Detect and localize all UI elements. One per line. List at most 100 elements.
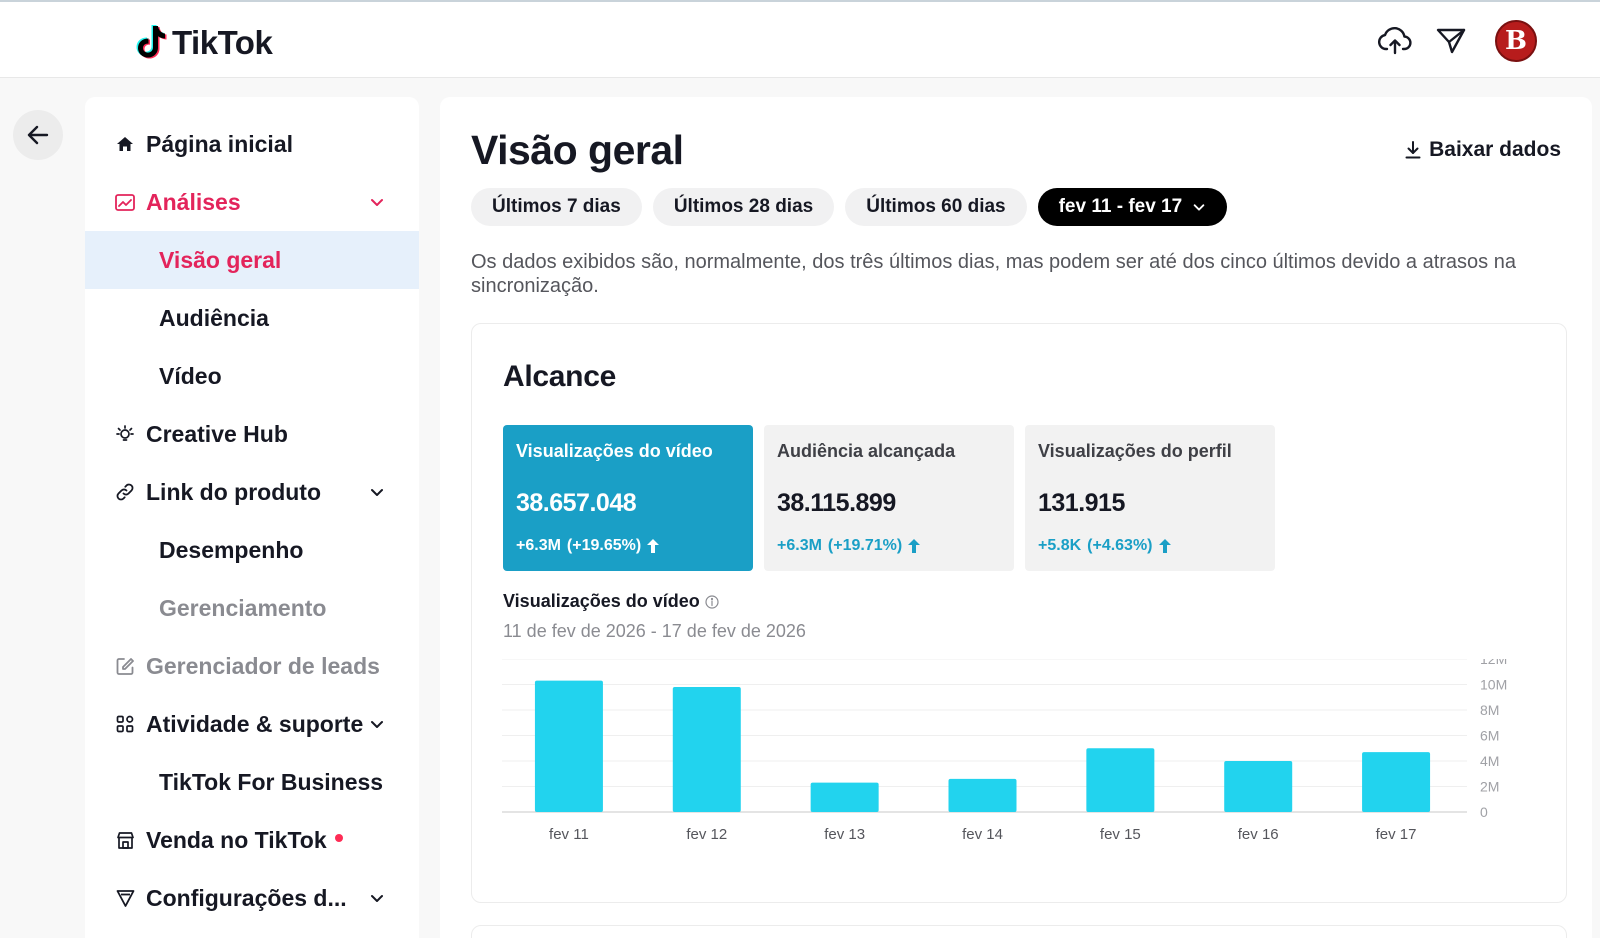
tab-custom-range[interactable]: fev 11 - fev 17 <box>1037 188 1228 226</box>
date-range-tabs: Últimos 7 dias Últimos 28 dias Últimos 6… <box>471 188 1228 226</box>
change-amount: +5.8K <box>1038 537 1082 554</box>
chart-title: Visualizações do vídeo <box>503 591 719 612</box>
page-title: Visão geral <box>471 127 684 173</box>
x-tick-label: fev 11 <box>549 826 589 843</box>
x-tick-label: fev 14 <box>962 826 1003 843</box>
sidebar-item-lead-manager[interactable]: Gerenciador de leads <box>85 637 419 695</box>
chart-bar[interactable] <box>534 680 603 812</box>
sidebar-item-activity-support[interactable]: Atividade & suporte <box>85 695 419 753</box>
top-header: TikTok B <box>0 2 1600 78</box>
sidebar-item-settings[interactable]: Configurações d... <box>85 869 419 927</box>
custom-range-label: fev 11 - fev 17 <box>1058 196 1183 217</box>
chart-bar[interactable] <box>1086 748 1155 812</box>
download-icon <box>1405 141 1421 159</box>
change-percent: (+19.65%) <box>566 537 642 554</box>
metric-value: 131.915 <box>1038 489 1125 517</box>
sidebar-item-audience[interactable]: Audiência <box>159 304 269 331</box>
sidebar-item-creative-hub[interactable]: Creative Hub <box>85 405 419 463</box>
x-tick-label: fev 17 <box>1376 826 1417 843</box>
change-amount: +6.3M <box>516 537 561 554</box>
metric-label: Visualizações do vídeo <box>516 441 713 461</box>
avatar[interactable]: B <box>1495 20 1537 62</box>
download-label: Baixar dados <box>1429 138 1561 161</box>
x-tick-label: fev 13 <box>824 826 865 843</box>
y-tick-label: 0 <box>1480 804 1488 820</box>
y-tick-label: 12M <box>1480 659 1507 667</box>
sidebar-item-performance[interactable]: Desempenho <box>159 536 304 563</box>
main-panel: Visão geral Baixar dados Últimos 7 dias … <box>440 97 1592 938</box>
metric-value: 38.657.048 <box>516 489 637 517</box>
reach-card: Alcance Visualizações do vídeo 38.657.04… <box>471 323 1567 903</box>
apps-icon <box>115 714 135 734</box>
metric-cards: Visualizações do vídeo 38.657.048 +6.3M … <box>503 425 1275 571</box>
metric-change: +6.3M (+19.65%) <box>516 537 660 555</box>
metric-video-views[interactable]: Visualizações do vídeo 38.657.048 +6.3M … <box>503 425 753 571</box>
metric-audience-reached[interactable]: Audiência alcançada 38.115.899 +6.3M (+1… <box>764 425 1014 571</box>
reach-title: Alcance <box>503 360 616 393</box>
next-section-card <box>471 925 1567 938</box>
sidebar-item-sell-on-tiktok[interactable]: Venda no TikTok <box>85 811 419 869</box>
metric-profile-views[interactable]: Visualizações do perfil 131.915 +5.8K (+… <box>1025 425 1275 571</box>
notification-dot <box>334 834 343 843</box>
chart-title-text: Visualizações do vídeo <box>503 591 700 611</box>
metric-value: 38.115.899 <box>777 489 896 517</box>
metric-change: +5.8K (+4.63%) <box>1038 537 1171 555</box>
y-tick-label: 2M <box>1480 779 1499 795</box>
logo-text: TikTok <box>172 24 273 61</box>
y-tick-label: 8M <box>1480 702 1499 718</box>
info-icon[interactable] <box>705 594 719 609</box>
chevron-down-icon <box>371 721 383 728</box>
lightbulb-icon <box>115 424 135 444</box>
upload-cloud-icon[interactable] <box>1376 22 1414 60</box>
chart-bar[interactable] <box>948 778 1017 812</box>
chevron-down-icon <box>371 895 383 902</box>
sidebar-item-management[interactable]: Gerenciamento <box>159 594 327 621</box>
x-tick-label: fev 12 <box>686 826 727 843</box>
sidebar-item-product-link[interactable]: Link do produto <box>85 463 419 521</box>
chart-bar[interactable] <box>810 782 879 812</box>
store-icon <box>115 830 135 850</box>
link-icon <box>115 482 135 502</box>
sidebar-item-overview[interactable]: Visão geral <box>85 231 419 289</box>
chart-bar[interactable] <box>672 687 741 812</box>
x-tick-label: fev 16 <box>1238 826 1279 843</box>
y-tick-label: 4M <box>1480 753 1499 769</box>
chart-bar[interactable] <box>1362 752 1431 812</box>
analytics-icon <box>115 192 135 212</box>
arrow-left-icon <box>27 125 49 145</box>
tiktok-logo[interactable]: TikTok <box>136 24 273 62</box>
send-icon[interactable] <box>1432 22 1470 60</box>
tiktok-note-icon <box>136 25 167 59</box>
tab-last-28-days[interactable]: Últimos 28 dias <box>652 188 835 226</box>
arrow-up-icon <box>1158 539 1171 553</box>
sidebar: Página inicial Análises Visão geral Audi… <box>85 97 419 938</box>
chart-bar[interactable] <box>1224 761 1293 812</box>
metric-label: Audiência alcançada <box>777 441 956 461</box>
metric-change: +6.3M (+19.71%) <box>777 537 921 555</box>
edit-icon <box>115 656 135 676</box>
back-button[interactable] <box>13 110 63 160</box>
sell-label: Venda no TikTok <box>146 826 327 853</box>
data-delay-notice: Os dados exibidos são, normalmente, dos … <box>471 251 1516 297</box>
x-tick-label: fev 15 <box>1100 826 1141 843</box>
filter-icon <box>115 888 135 908</box>
change-percent: (+19.71%) <box>827 537 903 554</box>
sidebar-item-video[interactable]: Vídeo <box>159 362 222 389</box>
sidebar-item-analytics[interactable]: Análises <box>85 173 419 231</box>
change-percent: (+4.63%) <box>1087 537 1153 554</box>
y-tick-label: 6M <box>1480 728 1499 744</box>
sidebar-item-tiktok-for-business[interactable]: TikTok For Business <box>159 768 384 795</box>
tab-last-7-days[interactable]: Últimos 7 dias <box>471 188 642 226</box>
arrow-up-icon <box>647 539 660 553</box>
download-data-button[interactable]: Baixar dados <box>1405 138 1561 162</box>
sidebar-item-home[interactable]: Página inicial <box>85 115 419 173</box>
y-tick-label: 10M <box>1480 677 1507 693</box>
top-border <box>0 0 1600 2</box>
change-amount: +6.3M <box>777 537 822 554</box>
tab-last-60-days[interactable]: Últimos 60 dias <box>845 188 1027 226</box>
metric-label: Visualizações do perfil <box>1038 441 1232 461</box>
arrow-up-icon <box>908 539 921 553</box>
home-icon <box>115 134 135 154</box>
chevron-down-icon <box>371 199 383 206</box>
chevron-down-icon <box>1193 204 1205 211</box>
